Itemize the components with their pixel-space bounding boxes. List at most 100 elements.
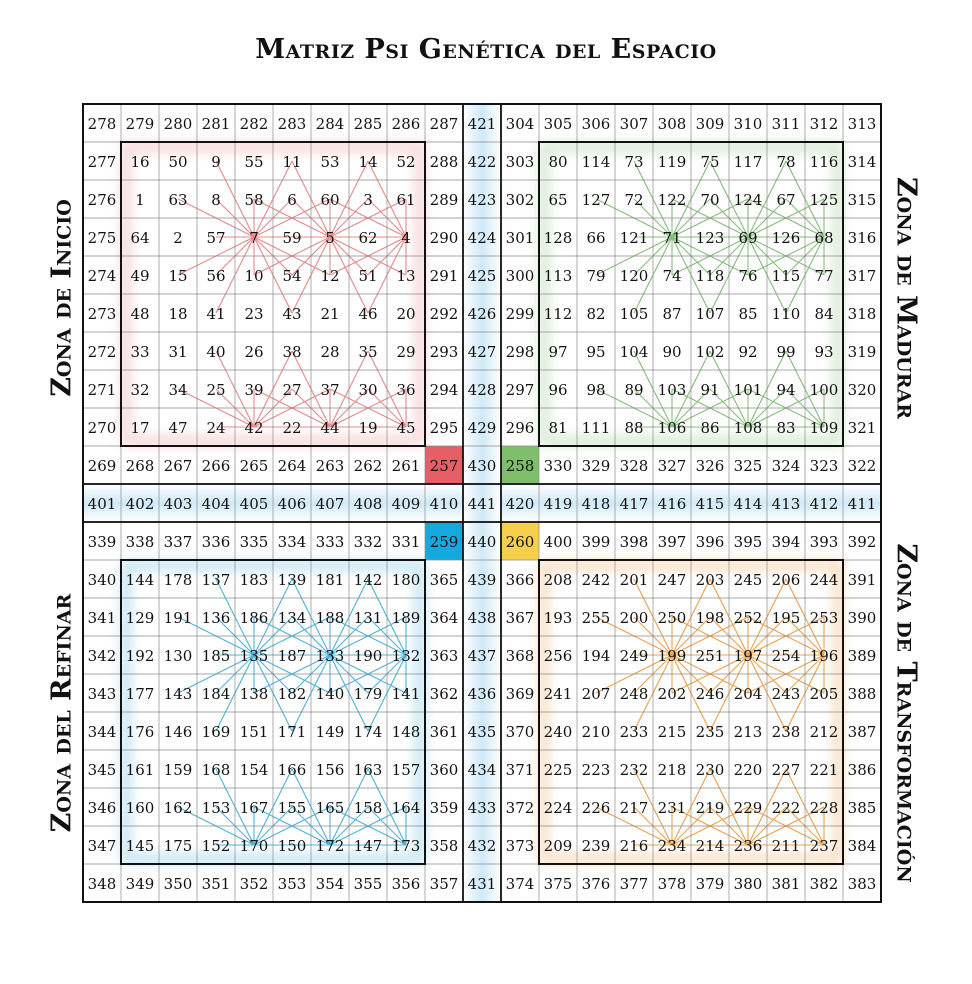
grid-cell-number: 325 xyxy=(734,457,763,475)
grid-cell-number: 258 xyxy=(506,457,535,475)
grid-cell-number: 318 xyxy=(848,305,877,323)
grid-cell-number: 380 xyxy=(734,875,763,893)
grid-cell-number: 408 xyxy=(354,495,383,513)
grid-cell-number: 100 xyxy=(810,381,839,399)
grid-cell-number: 147 xyxy=(354,837,383,855)
grid-cell-number: 371 xyxy=(506,761,535,779)
grid-cell-number: 97 xyxy=(548,343,567,361)
grid-cell-number: 220 xyxy=(734,761,763,779)
grid-cell-number: 231 xyxy=(658,799,687,817)
grid-cell-number: 207 xyxy=(582,685,611,703)
grid-cell-number: 268 xyxy=(126,457,155,475)
grid-cell-number: 291 xyxy=(430,267,459,285)
grid-cell-number: 226 xyxy=(582,799,611,817)
grid-cell-number: 257 xyxy=(430,457,459,475)
grid-cell-number: 193 xyxy=(544,609,573,627)
grid-cell-number: 304 xyxy=(506,115,535,133)
grid-cell-number: 260 xyxy=(506,533,535,551)
grid-cell-number: 174 xyxy=(354,723,383,741)
grid-cell-number: 281 xyxy=(202,115,231,133)
grid-cell-number: 245 xyxy=(734,571,763,589)
cell-258-fill xyxy=(501,446,539,484)
grid-cell-number: 274 xyxy=(88,267,117,285)
grid-cell-number: 8 xyxy=(211,191,221,209)
grid-cell-number: 62 xyxy=(358,229,377,247)
grid-cell-number: 157 xyxy=(392,761,421,779)
grid-cell-number: 148 xyxy=(392,723,421,741)
grid-cell-number: 427 xyxy=(468,343,497,361)
grid-cell-number: 374 xyxy=(506,875,535,893)
grid-cell-number: 237 xyxy=(810,837,839,855)
grid-cell-number: 431 xyxy=(468,875,497,893)
grid-cell-number: 184 xyxy=(202,685,231,703)
grid-cell-number: 85 xyxy=(738,305,757,323)
grid-cell-number: 347 xyxy=(88,837,117,855)
grid-cell-number: 144 xyxy=(126,571,155,589)
grid-cell-number: 3 xyxy=(363,191,373,209)
grid-cell-number: 381 xyxy=(772,875,801,893)
grid-cell-number: 84 xyxy=(814,305,833,323)
grid-cell-number: 17 xyxy=(130,419,149,437)
grid-cell-number: 343 xyxy=(88,685,117,703)
grid-cell-number: 123 xyxy=(696,229,725,247)
grid-cell-number: 212 xyxy=(810,723,839,741)
grid-cell-number: 7 xyxy=(249,229,259,247)
grid-cell-number: 192 xyxy=(126,647,155,665)
grid-cell-number: 303 xyxy=(506,153,535,171)
grid-cell-number: 160 xyxy=(126,799,155,817)
grid-cell-number: 407 xyxy=(316,495,345,513)
cell-260-fill xyxy=(501,522,539,560)
grid-cell-number: 186 xyxy=(240,609,269,627)
grid-cell-number: 287 xyxy=(430,115,459,133)
grid-cell-number: 214 xyxy=(696,837,725,855)
grid-cell-number: 342 xyxy=(88,647,117,665)
grid-cell-number: 14 xyxy=(358,153,377,171)
grid-cell-number: 171 xyxy=(278,723,307,741)
grid-cell-number: 122 xyxy=(658,191,687,209)
grid-cell-number: 402 xyxy=(126,495,155,513)
grid-cell-number: 302 xyxy=(506,191,535,209)
grid-cell-number: 179 xyxy=(354,685,383,703)
grid-cell-number: 345 xyxy=(88,761,117,779)
grid-cell-number: 30 xyxy=(358,381,377,399)
grid-cell-number: 314 xyxy=(848,153,877,171)
grid-cell-number: 280 xyxy=(164,115,193,133)
zone-frame-transformacion xyxy=(538,559,844,865)
grid-cell-number: 309 xyxy=(696,115,725,133)
grid-cell-number: 203 xyxy=(696,571,725,589)
grid-cell-number: 357 xyxy=(430,875,459,893)
grid-cell-number: 27 xyxy=(282,381,301,399)
grid-cell-number: 265 xyxy=(240,457,269,475)
grid-cell-number: 315 xyxy=(848,191,877,209)
grid-cell-number: 277 xyxy=(88,153,117,171)
grid-cell-number: 132 xyxy=(392,647,421,665)
grid-cell-number: 279 xyxy=(126,115,155,133)
grid-cell-number: 331 xyxy=(392,533,421,551)
zone-frame-inicio xyxy=(120,141,426,447)
grid-cell-number: 213 xyxy=(734,723,763,741)
grid-cell-number: 397 xyxy=(658,533,687,551)
grid-cell-number: 196 xyxy=(810,647,839,665)
grid-cell-number: 65 xyxy=(548,191,567,209)
grid-cell-number: 173 xyxy=(392,837,421,855)
grid-cell-number: 300 xyxy=(506,267,535,285)
grid-cell-number: 205 xyxy=(810,685,839,703)
grid-cell-number: 223 xyxy=(582,761,611,779)
grid-cell-number: 316 xyxy=(848,229,877,247)
grid-cell-number: 151 xyxy=(240,723,269,741)
grid-cell-number: 288 xyxy=(430,153,459,171)
grid-cell-number: 224 xyxy=(544,799,573,817)
grid-cell-number: 198 xyxy=(696,609,725,627)
grid-cell-number: 94 xyxy=(776,381,795,399)
grid-cell-number: 426 xyxy=(468,305,497,323)
grid-cell-number: 11 xyxy=(282,153,301,171)
grid-cell-number: 140 xyxy=(316,685,345,703)
grid-cell-number: 116 xyxy=(810,153,839,171)
grid-cell-number: 382 xyxy=(810,875,839,893)
grid-cell-number: 328 xyxy=(620,457,649,475)
grid-cell-number: 187 xyxy=(278,647,307,665)
grid-cell-number: 2 xyxy=(173,229,183,247)
grid-cell-number: 58 xyxy=(244,191,263,209)
grid-cell-number: 79 xyxy=(586,267,605,285)
grid-cell-number: 435 xyxy=(468,723,497,741)
